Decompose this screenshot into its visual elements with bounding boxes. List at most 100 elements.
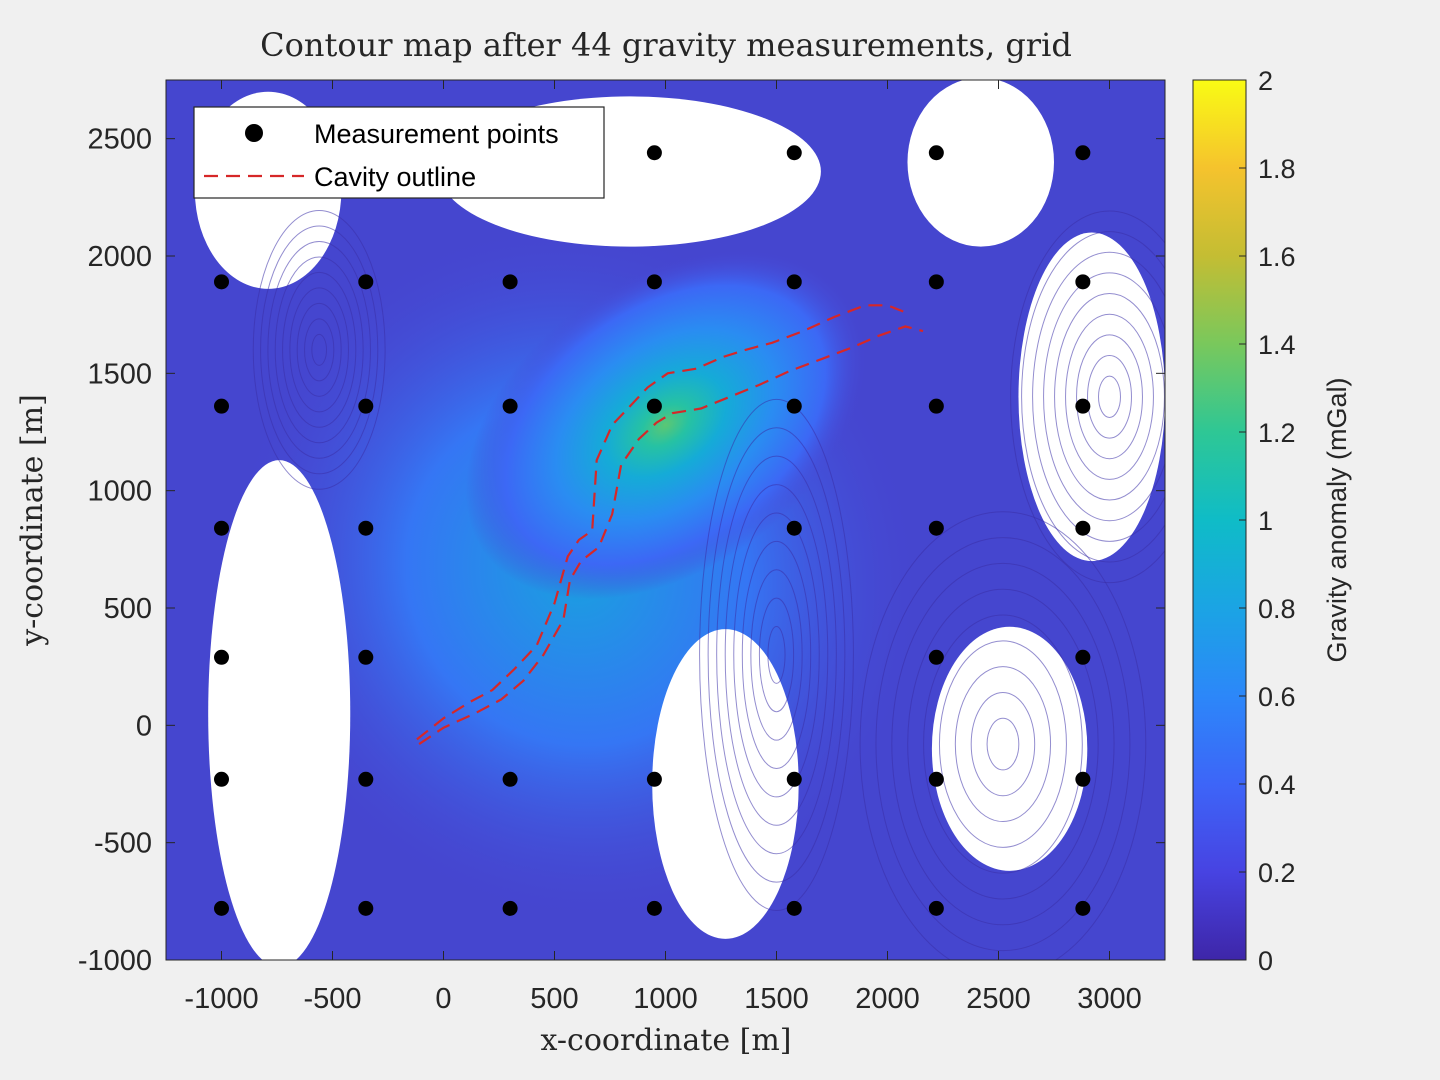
measurement-point [646,900,662,916]
colorbar-gradient [1192,79,1247,961]
x-tick-label: 500 [530,983,578,1015]
measurement-point [1075,649,1091,665]
legend-box [193,106,605,199]
y-tick-label: 2500 [87,124,152,156]
contour-line [1065,313,1154,480]
contour-line [1076,334,1143,460]
legend-label-cavity: Cavity outline [314,162,476,192]
measurement-point [358,771,374,787]
colorbar-tick-label: 0 [1258,946,1273,976]
white-region [907,80,1054,247]
measurement-point [358,520,374,536]
contour-line [875,537,1131,952]
measurement-point [358,900,374,916]
measurement-point [214,520,229,536]
contour-line [938,640,1067,848]
measurement-point [214,398,229,414]
measurement-point [646,145,662,161]
contour-line [1054,293,1165,501]
y-tick-label: 500 [104,593,152,625]
colorbar: 0 0.2 0.4 0.6 0.8 1 1.2 1.4 1.6 1.8 2 Gravity anom… [1192,66,1352,976]
x-tick-label: -1000 [184,983,258,1015]
measurement-point [928,649,944,665]
legend-marker-measurement [245,124,263,142]
cavity-outline-lower [418,325,924,746]
x-axis: -1000 -500 0 500 1000 1500 2000 2500 3000 [184,80,1142,1015]
contour-line [767,626,786,684]
measurement-point [502,900,518,916]
colorbar-tick-label: 0.2 [1258,858,1296,888]
measurement-point [502,274,518,290]
measurement-point [786,520,802,536]
colorbar-tick-label: 0.4 [1258,770,1296,800]
contour-line [1032,251,1165,542]
y-tick-label: -500 [94,828,152,860]
contour-line [758,597,795,713]
colorbar-tick-label: 1.4 [1258,330,1296,360]
measurement-point [1075,274,1091,290]
contour-line [1087,354,1132,439]
measurement-point [214,771,229,787]
contour-line [699,398,854,911]
x-tick-label: 1500 [744,983,809,1015]
y-tick-label: 1000 [87,476,152,508]
contour-line [1010,210,1165,584]
legend: Measurement points Cavity outline [193,106,605,199]
measurement-point [502,398,518,414]
contour-line [252,209,386,490]
contour-line [724,484,829,826]
measurement-point [928,274,944,290]
measurement-point [214,274,229,290]
colorbar-tick-label: 1 [1258,506,1273,536]
x-tick-label: 1000 [633,983,698,1015]
measurement-point [786,398,802,414]
measurement-point [214,649,229,665]
cavity-outline [416,304,924,746]
colorbar-ticks: 0 0.2 0.4 0.6 0.8 1 1.2 1.4 1.6 1.8 2 [1239,66,1296,976]
contour-line [1098,375,1121,418]
x-tick-label: 2500 [966,983,1031,1015]
contour-line [716,455,837,855]
colorbar-tick-label: 0.8 [1258,594,1296,624]
contour-line [296,302,342,397]
measurement-point [928,900,944,916]
contour-line [289,287,349,413]
contour-line [733,512,820,798]
measurement-point [1075,145,1091,161]
contour-line [923,614,1083,874]
contour-line [986,717,1020,771]
contour-line [859,511,1147,960]
measurement-point [646,398,662,414]
measurement-point [928,398,944,414]
contour-line [1043,272,1165,522]
measurement-point [1075,398,1091,414]
colorbar-label: Gravity anomaly (mGal) [1322,377,1352,662]
cavity-outline-upper [416,304,906,741]
contour-line [750,569,803,741]
contour-lines [252,209,1165,960]
white-region [652,629,799,939]
contour-line [282,271,357,428]
measurement-point [358,274,374,290]
x-tick-label: 2000 [855,983,920,1015]
y-tick-label: 2000 [87,241,152,273]
y-tick-label: 1500 [87,358,152,390]
measurement-point [502,771,518,787]
colorbar-tick-label: 1.2 [1258,418,1296,448]
plot-area [166,80,1165,960]
chart-title: Contour map after 44 gravity measurement… [260,26,1072,64]
contour-line [311,333,328,366]
y-tick-label: -1000 [78,945,152,977]
y-axis-label: y-coordinate [m] [15,394,50,647]
contour-line [274,256,364,444]
measurement-point [646,771,662,787]
measurement-point [928,145,944,161]
contour-line [267,240,371,459]
x-tick-label: 0 [435,983,451,1015]
y-axis: -1000 -500 0 500 1000 1500 2000 2500 [78,124,1165,977]
measurement-point [786,145,802,161]
colorbar-tick-label: 1.6 [1258,242,1296,272]
x-tick-label: -500 [303,983,361,1015]
legend-label-measurement: Measurement points [314,119,559,149]
contour-line [907,588,1099,900]
